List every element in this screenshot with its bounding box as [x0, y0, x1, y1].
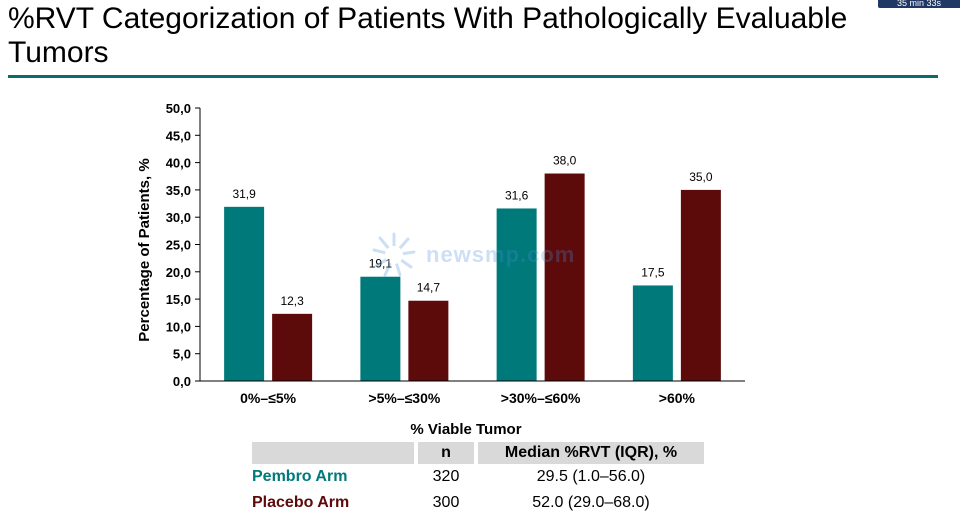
table-row-label: Pembro Arm	[252, 468, 348, 485]
title-divider	[8, 75, 938, 78]
y-tick-label: 25,0	[166, 238, 191, 253]
table-header-row: n Median %RVT (IQR), %	[252, 442, 704, 464]
watermark-text: newsmp.com	[426, 242, 576, 267]
bar-value-label: 17,5	[641, 265, 665, 279]
table-row: Placebo Arm 300 52.0 (29.0–68.0)	[252, 490, 704, 516]
bar-pembro	[632, 285, 673, 381]
y-tick-label: 15,0	[166, 292, 191, 307]
table-cell-n: 300	[432, 494, 460, 511]
table-cell-median: 52.0 (29.0–68.0)	[532, 494, 650, 511]
x-tick-label: >60%	[659, 390, 696, 406]
table-cell-median: 29.5 (1.0–56.0)	[536, 468, 646, 485]
bar-pembro	[360, 276, 401, 381]
bar-value-label: 12,3	[280, 294, 304, 308]
y-axis-title: Percentage of Patients, %	[136, 158, 153, 341]
x-tick-label: >5%–≤30%	[368, 390, 440, 406]
table-header-median: Median %RVT (IQR), %	[478, 442, 704, 464]
bar-placebo	[408, 300, 449, 381]
table-header-empty	[252, 442, 414, 464]
watermark-logo-icon	[372, 232, 416, 277]
bar-pembro	[224, 206, 265, 381]
bar-value-label: 38,0	[553, 154, 577, 168]
median-rvt-table: n Median %RVT (IQR), % Pembro Arm 320 29…	[248, 442, 708, 516]
y-tick-label: 40,0	[166, 156, 191, 171]
table-row: Pembro Arm 320 29.5 (1.0–56.0)	[252, 464, 704, 490]
table-row-label: Placebo Arm	[252, 494, 350, 511]
table-header-n: n	[418, 442, 474, 464]
bar-value-label: 31,6	[505, 188, 529, 202]
y-tick-label: 5,0	[173, 347, 191, 362]
y-tick-label: 50,0	[166, 101, 191, 116]
bar-pembro	[496, 208, 537, 381]
y-tick-label: 30,0	[166, 210, 191, 225]
timer-badge: 35 min 33s	[878, 0, 960, 8]
bar-marks	[224, 173, 721, 381]
x-tick-label: 0%–≤5%	[240, 390, 296, 406]
bar-placebo	[544, 173, 585, 381]
x-tick-label: >30%–≤60%	[501, 390, 581, 406]
y-tick-label: 10,0	[166, 319, 191, 334]
bar-placebo	[680, 189, 721, 381]
table-cell-n: 320	[432, 468, 460, 485]
watermark: newsmp.com	[368, 230, 598, 280]
bar-value-label: 19,1	[369, 257, 393, 271]
y-tick-label: 35,0	[166, 183, 191, 198]
slide-title: %RVT Categorization of Patients With Pat…	[8, 2, 848, 69]
y-tick-label: 45,0	[166, 128, 191, 143]
bar-value-label: 31,9	[232, 187, 256, 201]
bar-value-label: 35,0	[689, 170, 713, 184]
x-axis-title: % Viable Tumor	[410, 421, 521, 438]
bar-placebo	[272, 313, 313, 381]
y-tick-label: 0,0	[173, 374, 191, 389]
bar-value-label: 14,7	[417, 281, 441, 295]
bar-chart: 0,0 5,0 10,0 15,0 20,0 25,0 30,0 35,0 40,0 45,0 50…	[136, 101, 745, 438]
x-axis-tick-labels: 0%–≤5% >5%–≤30% >30%–≤60% >60%	[240, 390, 695, 406]
data-labels: 31,9 12,3 19,1 14,7 31,6 38,0 17,5 35,0	[232, 154, 712, 308]
y-axis-ticks: 0,0 5,0 10,0 15,0 20,0 25,0 30,0 35,0 40,0 45,0 50…	[166, 101, 200, 389]
y-tick-label: 20,0	[166, 265, 191, 280]
